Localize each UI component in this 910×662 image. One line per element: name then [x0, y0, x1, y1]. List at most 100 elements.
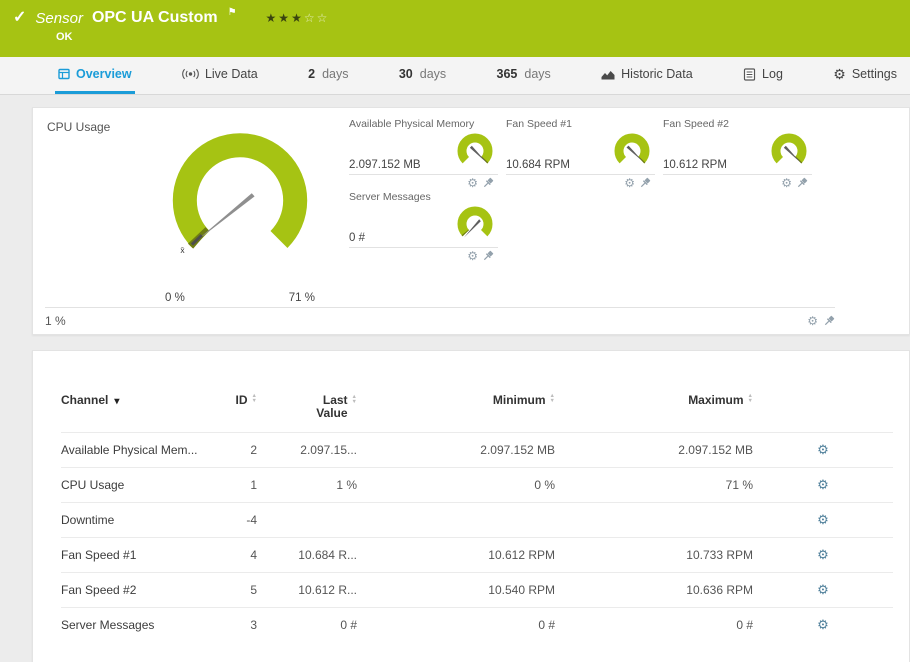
- channel-settings-icon[interactable]: ⚙: [817, 617, 829, 632]
- tab-2-days[interactable]: 2 days: [305, 57, 351, 94]
- table-row[interactable]: Downtime -4 ⚙: [61, 502, 893, 538]
- channel-id: 4: [221, 537, 257, 573]
- tab-label: Log: [762, 67, 783, 81]
- pin-icon[interactable]: [796, 177, 808, 189]
- pin-icon[interactable]: [482, 250, 494, 262]
- mini-gauge-fan-speed-1: Fan Speed #1 10.684 RPM ⚙: [506, 118, 663, 191]
- column-header-last-value[interactable]: Last Value ▲ ▼: [316, 393, 357, 420]
- gear-icon[interactable]: ⚙: [781, 176, 792, 190]
- tab-label: Live Data: [204, 67, 258, 81]
- channel-minimum: 0 %: [357, 467, 555, 503]
- channel-id: 1: [221, 467, 257, 503]
- mini-gauge-title: Server Messages: [349, 191, 431, 203]
- mini-gauge-title: Fan Speed #2: [663, 118, 729, 130]
- channel-name: CPU Usage: [61, 467, 221, 503]
- channel-last-value: 0 #: [257, 607, 357, 642]
- mini-gauge-value: 2.097.152 MB: [349, 159, 421, 171]
- mini-gauges-grid: Available Physical Memory 2.097.152 MB ⚙…: [349, 118, 820, 264]
- chevron-down-icon: ▾: [114, 396, 120, 407]
- table-row[interactable]: CPU Usage 1 1 % 0 % 71 % ⚙: [61, 467, 893, 503]
- tab-number: 365: [496, 67, 518, 81]
- tab-365-days[interactable]: 365 days: [494, 57, 554, 94]
- flag-icon[interactable]: ⚑: [227, 7, 237, 18]
- tab-overview[interactable]: Overview: [55, 57, 135, 94]
- sensor-name-title: OPC UA Custom: [91, 9, 218, 26]
- channel-name: Available Physical Mem...: [61, 432, 221, 468]
- channels-panel: Channel ▾ ID ▲ ▼ Last Value ▲ ▼ Minimum ▲ ▼ Maxi…: [32, 350, 910, 662]
- mini-gauge-value: 0 #: [349, 232, 365, 244]
- channel-minimum: 10.540 RPM: [357, 572, 555, 608]
- channel-last-value: [257, 502, 357, 538]
- column-header-minimum[interactable]: Minimum ▲ ▼: [492, 393, 555, 407]
- channel-maximum: 2.097.152 MB: [555, 432, 753, 468]
- pin-icon[interactable]: [482, 177, 494, 189]
- sort-icon: ▲ ▼: [549, 393, 555, 404]
- mini-gauge-value: 10.612 RPM: [663, 159, 727, 171]
- star-filled-icon[interactable]: ★★★: [265, 11, 304, 25]
- sort-icon: ▲ ▼: [251, 393, 257, 404]
- pin-icon[interactable]: [639, 177, 651, 189]
- sensor-type-label: Sensor: [35, 9, 83, 27]
- pin-icon[interactable]: [823, 315, 835, 327]
- tab-unit: days: [322, 67, 349, 81]
- channel-settings-icon[interactable]: ⚙: [817, 442, 829, 457]
- table-row[interactable]: Available Physical Mem... 2 2.097.15... …: [61, 432, 893, 468]
- gear-icon[interactable]: ⚙: [624, 176, 635, 190]
- live-data-broadcast-icon: [182, 68, 199, 80]
- channel-maximum: 10.733 RPM: [555, 537, 753, 573]
- table-header-row: Channel ▾ ID ▲ ▼ Last Value ▲ ▼ Minimum ▲ ▼ Maxi…: [61, 387, 893, 433]
- channel-last-value: 2.097.15...: [257, 432, 357, 468]
- channel-maximum: 10.636 RPM: [555, 572, 753, 608]
- column-header-channel[interactable]: Channel ▾: [61, 393, 120, 407]
- column-header-id[interactable]: ID ▲ ▼: [235, 393, 257, 407]
- gauge-scale-labels: 0 % 71 %: [165, 292, 315, 304]
- channel-minimum: 2.097.152 MB: [357, 432, 555, 468]
- table-row[interactable]: Fan Speed #1 4 10.684 R... 10.612 RPM 10…: [61, 537, 893, 573]
- column-header-actions: [753, 387, 893, 433]
- tab-unit: days: [419, 67, 447, 81]
- tab-30-days[interactable]: 30 days: [396, 57, 449, 94]
- main-gauge-current-value: 1 %: [45, 314, 66, 328]
- channel-name: Downtime: [61, 502, 221, 538]
- tab-number: 2: [308, 67, 316, 81]
- channel-maximum: 71 %: [555, 467, 753, 503]
- gear-icon[interactable]: ⚙: [807, 314, 818, 328]
- gear-icon[interactable]: ⚙: [467, 249, 478, 263]
- channel-settings-icon[interactable]: ⚙: [817, 547, 829, 562]
- star-empty-icon[interactable]: ☆☆: [303, 11, 330, 25]
- gauge-scale-max: 71 %: [288, 292, 315, 304]
- tab-number: 30: [398, 67, 413, 81]
- sensor-tab-bar: Overview Live Data 2 days 30 days 365 da…: [0, 57, 910, 95]
- table-row[interactable]: Fan Speed #2 5 10.612 R... 10.540 RPM 10…: [61, 572, 893, 608]
- gauge-scale-min: 0 %: [165, 292, 185, 304]
- status-ok-check-icon: ✓: [13, 9, 27, 26]
- channel-maximum: [555, 502, 753, 538]
- sort-icon: ▲ ▼: [747, 393, 753, 404]
- log-icon: [743, 67, 756, 81]
- overview-icon: [58, 68, 70, 80]
- gauges-panel: CPU Usage x̄ 0 % 71 % Available Physical…: [32, 107, 910, 335]
- tab-historic-data[interactable]: Historic Data: [598, 57, 696, 94]
- sort-icon: ▲ ▼: [351, 394, 357, 405]
- channel-last-value: 10.684 R...: [257, 537, 357, 573]
- channel-last-value: 1 %: [257, 467, 357, 503]
- channel-settings-icon[interactable]: ⚙: [817, 512, 829, 527]
- channel-minimum: [357, 502, 555, 538]
- channel-id: 2: [221, 432, 257, 468]
- mini-gauge-available-physical-memory: Available Physical Memory 2.097.152 MB ⚙: [349, 118, 506, 191]
- tab-log[interactable]: Log: [740, 57, 786, 94]
- channel-last-value: 10.612 R...: [257, 572, 357, 608]
- mini-gauge-server-messages: Server Messages 0 # ⚙: [349, 191, 506, 264]
- gear-icon[interactable]: ⚙: [467, 176, 478, 190]
- table-row[interactable]: Server Messages 3 0 # 0 # 0 # ⚙: [61, 607, 893, 642]
- channels-table: Channel ▾ ID ▲ ▼ Last Value ▲ ▼ Minimum ▲ ▼ Maxi…: [61, 387, 893, 642]
- tab-settings[interactable]: ⚙ Settings: [830, 57, 900, 94]
- tab-live-data[interactable]: Live Data: [179, 57, 261, 94]
- channel-id: 3: [221, 607, 257, 642]
- priority-stars[interactable]: ★★★☆☆: [266, 11, 330, 25]
- channel-settings-icon[interactable]: ⚙: [817, 477, 829, 492]
- channel-settings-icon[interactable]: ⚙: [817, 582, 829, 597]
- channel-name: Fan Speed #1: [61, 537, 221, 573]
- mean-marker-label: x̄: [180, 245, 185, 255]
- column-header-maximum[interactable]: Maximum ▲ ▼: [688, 393, 753, 407]
